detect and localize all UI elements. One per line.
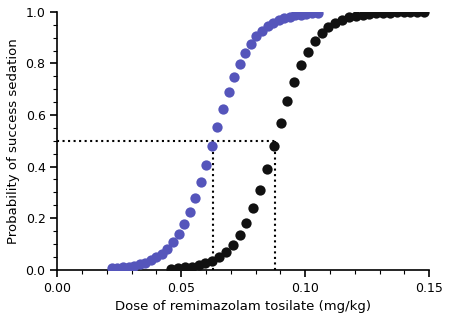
Point [277,121,284,126]
Point [169,240,176,245]
Point [214,125,221,130]
Point [332,20,339,25]
Point [153,255,160,260]
Point [130,263,138,268]
Point [175,232,182,237]
Point [373,11,380,16]
Point [311,38,319,44]
Point [229,242,236,247]
Point [125,264,132,269]
Point [181,265,189,270]
Point [359,12,366,17]
Point [270,20,277,25]
Point [258,28,265,33]
Point [256,187,264,192]
Point [175,266,182,271]
Point [186,210,194,215]
Point [203,162,210,167]
Point [308,11,315,16]
Point [414,10,421,15]
Point [236,61,243,67]
Point [291,79,298,84]
Point [114,266,121,271]
Point [297,62,305,68]
Point [180,221,188,227]
Point [188,264,195,269]
Point [314,11,321,16]
Point [338,17,346,22]
Point [247,41,254,46]
Point [136,262,143,267]
Point [421,10,428,15]
Point [387,10,394,15]
Point [263,166,270,172]
Point [407,10,414,15]
Point [352,13,360,18]
Y-axis label: Probability of success sedation: Probability of success sedation [7,38,20,244]
X-axis label: Dose of remimazolam tosilate (mg/kg): Dose of remimazolam tosilate (mg/kg) [115,300,371,313]
Point [216,254,223,260]
Point [168,266,175,271]
Point [197,180,204,185]
Point [225,90,232,95]
Point [242,50,249,55]
Point [142,260,149,265]
Point [250,205,257,211]
Point [158,251,166,256]
Point [346,15,353,20]
Point [286,14,293,19]
Point [119,265,126,270]
Point [325,24,332,29]
Point [304,49,311,54]
Point [243,221,250,226]
Point [284,99,291,104]
Point [230,75,238,80]
Point [209,258,216,263]
Point [192,196,199,201]
Point [222,249,230,254]
Point [208,143,216,148]
Point [379,10,387,15]
Point [400,10,407,15]
Point [393,10,400,15]
Point [264,24,271,29]
Point [366,11,373,16]
Point [108,266,116,271]
Point [303,11,310,16]
Point [292,13,299,18]
Point [202,261,209,266]
Point [270,144,278,149]
Point [275,18,282,23]
Point [220,107,227,112]
Point [236,233,243,238]
Point [164,246,171,251]
Point [253,34,260,39]
Point [318,30,325,36]
Point [195,263,202,268]
Point [147,258,154,263]
Point [297,12,305,17]
Point [281,16,288,21]
